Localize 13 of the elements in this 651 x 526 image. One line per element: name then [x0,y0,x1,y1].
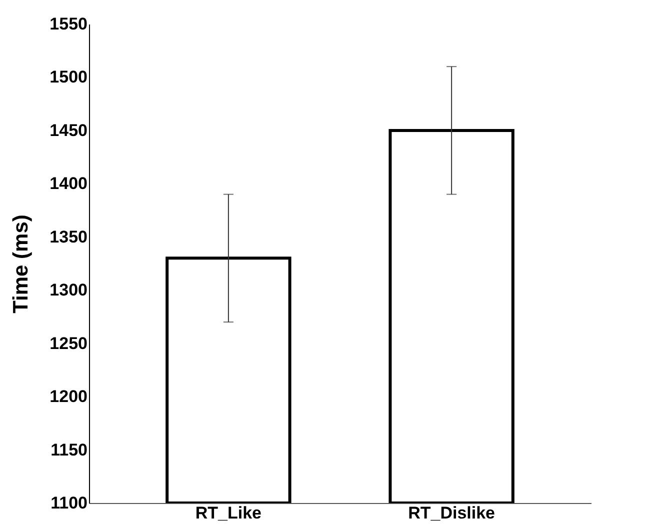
y-axis-title: Time (ms) [10,214,33,314]
y-tick-label: 1350 [50,227,88,246]
y-tick-label: 1150 [50,440,88,460]
y-tick-label: 1250 [50,334,88,353]
y-tick-label: 1300 [50,280,88,300]
y-tick-label: 1100 [50,494,88,512]
y-tick-label: 1450 [50,120,88,140]
x-tick-label: RT_Dislike [408,504,496,522]
y-tick-label: 1550 [50,14,88,34]
y-tick-label: 1500 [50,68,88,87]
y-tick-label: 1200 [50,387,88,406]
x-tick-label: RT_Like [195,504,262,522]
y-tick-label: 1400 [50,174,88,194]
